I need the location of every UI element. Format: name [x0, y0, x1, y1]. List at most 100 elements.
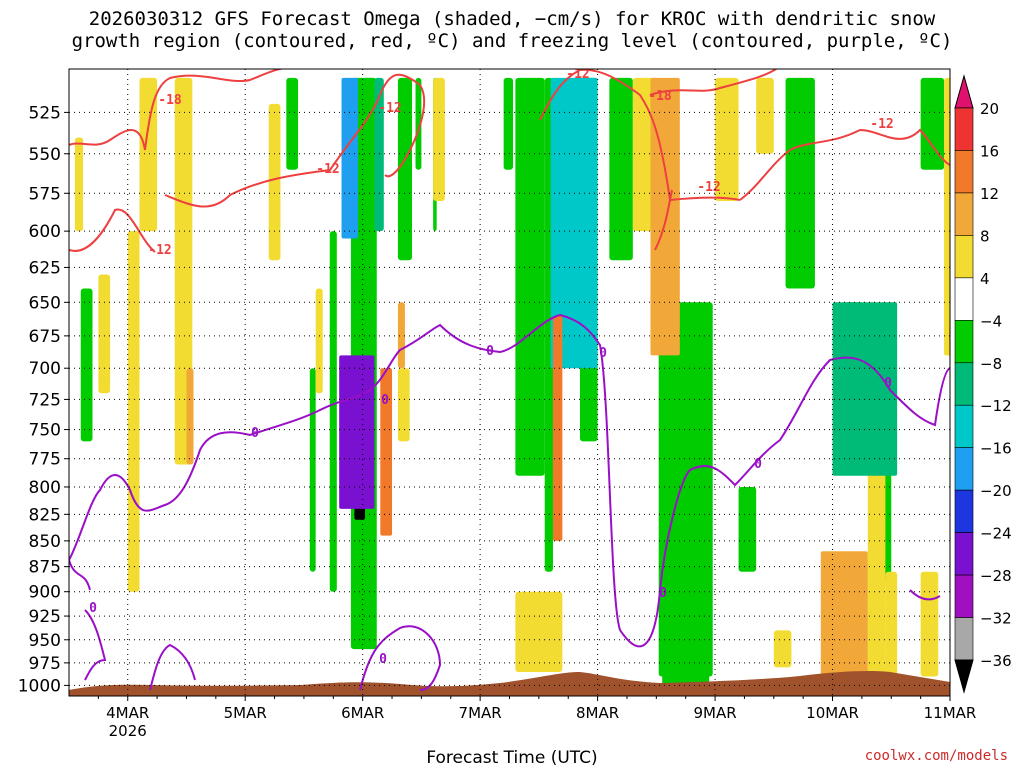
- colorbar-label: 16: [980, 142, 999, 160]
- x-tick-label: 11MAR: [924, 704, 977, 722]
- colorbar-swatch: [954, 235, 974, 279]
- omega-feature-8: [820, 551, 868, 686]
- y-tick-label: 550: [29, 145, 61, 165]
- y-axis: 525 550 575 600 625 650 675 700 725 750 775 800 825 8…: [18, 103, 69, 696]
- omega-feature-4: [550, 77, 598, 369]
- dendritic-contour-6: [649, 69, 778, 96]
- colorbar-label: −12: [980, 397, 1012, 415]
- y-tick-label: 1000: [18, 676, 61, 696]
- freezing-contour-label: 0: [379, 652, 387, 667]
- y-tick-label: 825: [29, 505, 61, 525]
- colorbar-label: 20: [980, 100, 999, 118]
- colorbar-swatch: [954, 489, 974, 533]
- freezing-contour-label: 0: [599, 346, 607, 361]
- dendritic-contour-label: -18: [648, 89, 672, 104]
- x-axis-title: Forecast Time (UTC): [426, 748, 598, 768]
- freezing-contour-label: 0: [89, 601, 97, 616]
- freezing-contour-1: [69, 559, 91, 591]
- y-tick-label: 875: [29, 558, 61, 578]
- chart-title-line1: 2026030312 GFS Forecast Omega (shaded, −…: [88, 8, 936, 30]
- y-tick-label: 525: [29, 103, 61, 123]
- x-tick-label: 6MAR: [341, 704, 384, 722]
- colorbar-label: −4: [980, 312, 1002, 330]
- colorbar-swatch: [954, 107, 974, 151]
- chart-title-line2: growth region (contoured, red, ºC) and f…: [71, 30, 953, 52]
- x-tick-label: 8MAR: [576, 704, 619, 722]
- dendritic-contour-label: -12: [316, 162, 339, 177]
- freezing-contour-label: 0: [486, 344, 494, 359]
- colorbar-swatch: [954, 277, 974, 321]
- freezing-contour-label: 0: [251, 426, 259, 441]
- y-tick-label: 700: [29, 359, 61, 379]
- x-axis: 4MAR 5MAR 6MAR 7MAR 8MAR 9MAR 10MAR 11MAR 2026: [97, 696, 977, 740]
- freezing-contour-label: 0: [754, 457, 762, 472]
- y-tick-label: 575: [29, 184, 61, 204]
- dendritic-contour-4: [654, 189, 673, 251]
- colorbar: 20 16 12 8 4 −4 −8 −12 −16 −20 −24 −28 −32 −36: [954, 74, 1012, 694]
- colorbar-label: −28: [980, 567, 1012, 585]
- colorbar-swatch: [954, 617, 974, 661]
- dendritic-contour-5: [739, 128, 950, 201]
- dendritic-contour-label: -12: [697, 180, 720, 195]
- y-tick-label: 775: [29, 450, 61, 470]
- dendritic-contour-3: [539, 69, 741, 202]
- x-tick-label: 7MAR: [459, 704, 502, 722]
- dendritic-contour-0: [69, 69, 287, 151]
- y-tick-label: 975: [29, 654, 61, 674]
- x-tick-label: 5MAR: [224, 704, 267, 722]
- colorbar-label: −8: [980, 355, 1002, 373]
- colorbar-label: 8: [980, 227, 990, 245]
- terrain-fill: [69, 671, 950, 696]
- colorbar-swatch: [954, 532, 974, 576]
- colorbar-swatch: [954, 150, 974, 194]
- omega-feature-2: [341, 77, 358, 239]
- y-tick-label: 950: [29, 631, 61, 651]
- omega-shading: [69, 77, 950, 696]
- dendritic-contour-label: -12: [378, 101, 401, 116]
- y-tick-label: 750: [29, 421, 61, 441]
- x-axis-year-label: 2026: [109, 722, 147, 740]
- colorbar-label: −36: [980, 652, 1012, 670]
- omega-feature-10: [662, 393, 710, 686]
- omega-feature-11: [944, 103, 950, 356]
- grid-lines: [69, 69, 951, 696]
- x-tick-label: 9MAR: [693, 704, 736, 722]
- y-tick-label: 650: [29, 293, 61, 313]
- colorbar-swatch: [954, 574, 974, 618]
- dendritic-contour-label: -12: [566, 67, 589, 82]
- freezing-contour-4: [359, 625, 442, 691]
- y-tick-label: 725: [29, 390, 61, 410]
- y-tick-label: 600: [29, 222, 61, 242]
- dendritic-contour-1: [69, 208, 156, 253]
- omega-feature-9: [832, 302, 898, 476]
- colorbar-label: −32: [980, 610, 1012, 628]
- colorbar-top-arrow: [954, 74, 974, 109]
- contour-layer: -18 -12 -12 -12 -18 -12 -12 -12 0 0 0 0 0 0 0 0 0: [69, 67, 950, 691]
- freezing-contour-label: 0: [381, 393, 389, 408]
- y-tick-label: 675: [29, 327, 61, 347]
- colorbar-label: 4: [980, 270, 990, 288]
- freezing-contour-5: [909, 589, 941, 601]
- freezing-contour-label: 0: [659, 586, 667, 601]
- freezing-contour-3: [149, 643, 196, 691]
- y-tick-label: 900: [29, 583, 61, 603]
- colorbar-label: −20: [980, 482, 1012, 500]
- colorbar-label: −24: [980, 525, 1012, 543]
- dendritic-contour-2: [164, 73, 426, 208]
- colorbar-swatch: [954, 362, 974, 406]
- freezing-contour-2: [84, 609, 107, 681]
- colorbar-swatch: [954, 404, 974, 448]
- dendritic-contour-label: -12: [870, 117, 893, 132]
- y-tick-label: 850: [29, 532, 61, 552]
- credit-text: coolwx.com/models: [864, 748, 1008, 764]
- colorbar-swatch: [954, 447, 974, 491]
- colorbar-swatch: [954, 192, 974, 236]
- x-tick-label: 4MAR: [106, 704, 149, 722]
- omega-feature-6: [552, 315, 563, 541]
- freezing-contour-0: [69, 313, 950, 648]
- y-tick-label: 800: [29, 478, 61, 498]
- y-tick-label: 625: [29, 258, 61, 278]
- dendritic-contour-label: -12: [148, 243, 171, 258]
